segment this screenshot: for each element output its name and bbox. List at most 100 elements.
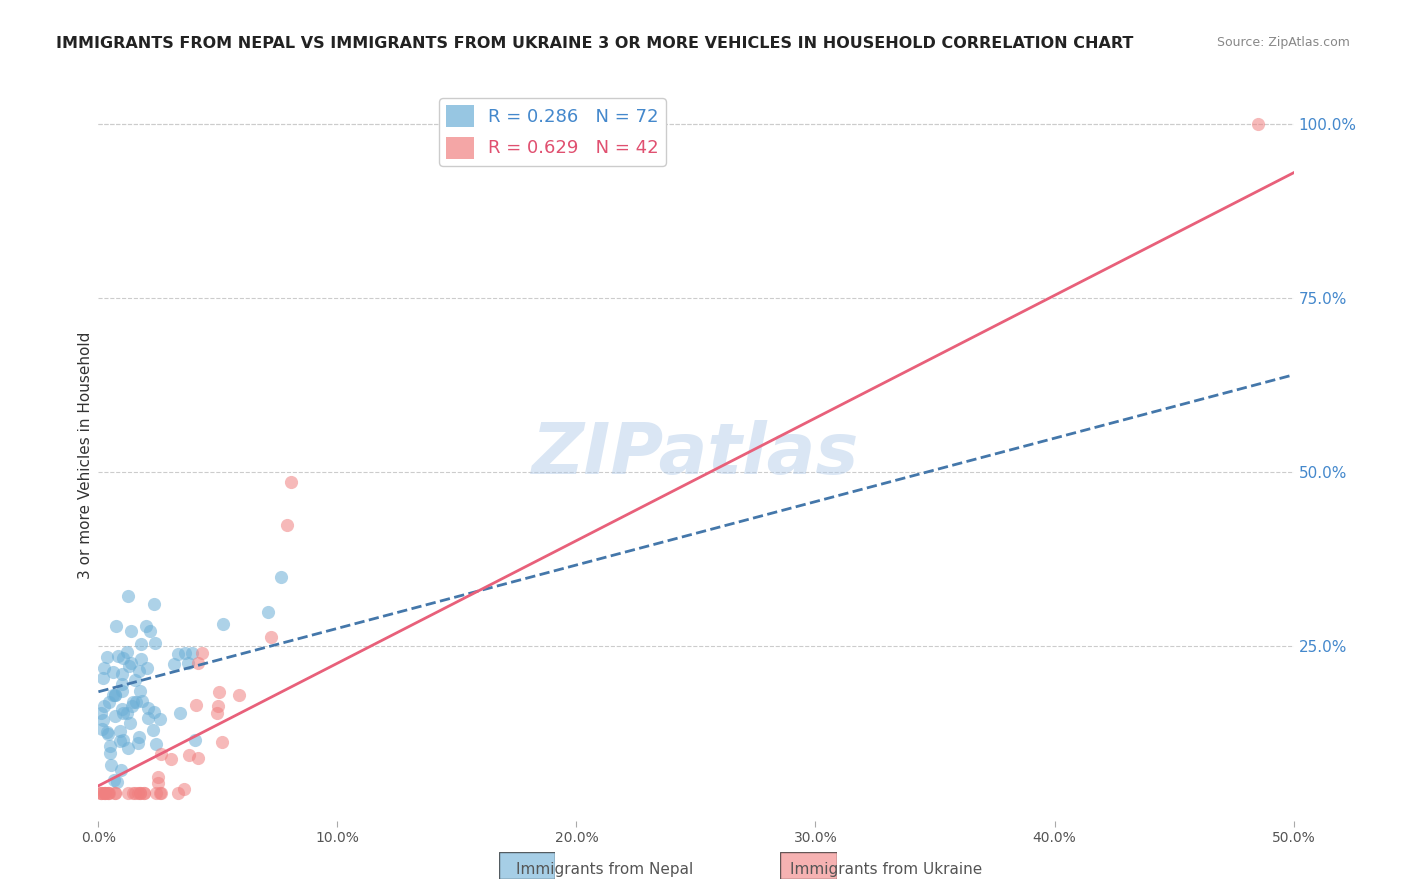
Point: [103, 709, 125, 723]
Point: [128, 730, 150, 744]
Point: [127, 736, 149, 750]
Point: [107, 649, 129, 664]
Point: [128, 664, 150, 678]
Point: [117, 741, 139, 756]
Point: [97, 727, 120, 741]
Point: [208, 685, 231, 699]
Point: [115, 645, 138, 659]
Point: [177, 656, 200, 670]
Point: [100, 739, 122, 753]
Point: [96, 725, 118, 739]
FancyBboxPatch shape: [780, 852, 837, 879]
Point: [100, 758, 122, 772]
Point: [122, 695, 145, 709]
Point: [90, 706, 112, 720]
Point: [120, 624, 142, 638]
Point: [145, 737, 167, 751]
Point: [111, 677, 134, 691]
Point: [207, 698, 229, 713]
Point: [98, 746, 121, 760]
Point: [98, 696, 121, 710]
Point: [93, 661, 115, 675]
Text: IMMIGRANTS FROM NEPAL VS IMMIGRANTS FROM UKRAINE 3 OR MORE VEHICLES IN HOUSEHOLD: IMMIGRANTS FROM NEPAL VS IMMIGRANTS FROM…: [56, 36, 1133, 51]
Point: [142, 597, 165, 611]
Text: Source: ZipAtlas.com: Source: ZipAtlas.com: [1216, 36, 1350, 49]
Point: [142, 723, 165, 737]
Point: [111, 651, 134, 665]
Point: [111, 666, 134, 681]
Point: [228, 688, 250, 702]
Text: Immigrants from Nepal: Immigrants from Nepal: [516, 863, 693, 877]
Point: [150, 786, 173, 800]
Point: [167, 647, 190, 661]
Point: [149, 786, 172, 800]
Point: [149, 712, 172, 726]
Point: [186, 698, 208, 713]
Point: [117, 589, 139, 603]
Point: [117, 786, 139, 800]
Point: [104, 688, 127, 702]
Point: [103, 786, 125, 800]
Legend: R = 0.286   N = 72, R = 0.629   N = 42: R = 0.286 N = 72, R = 0.629 N = 42: [439, 98, 666, 166]
Point: [143, 636, 166, 650]
Point: [129, 651, 152, 665]
Point: [145, 786, 167, 800]
Point: [91, 714, 114, 728]
Point: [129, 786, 152, 800]
Point: [111, 683, 134, 698]
Point: [104, 786, 127, 800]
Point: [134, 786, 156, 800]
Point: [163, 657, 186, 671]
Point: [205, 706, 228, 721]
Point: [211, 617, 233, 632]
Point: [90, 786, 112, 800]
Point: [260, 630, 283, 644]
Point: [180, 647, 202, 661]
Point: [118, 659, 141, 673]
Point: [270, 569, 292, 583]
Text: ZIPatlas: ZIPatlas: [533, 420, 859, 490]
Point: [98, 786, 121, 800]
Point: [146, 776, 169, 790]
Point: [104, 688, 127, 702]
Point: [187, 656, 209, 670]
Point: [101, 665, 124, 679]
Point: [132, 786, 155, 800]
Point: [110, 763, 132, 777]
Point: [121, 699, 143, 714]
Point: [105, 775, 128, 789]
Point: [1246, 117, 1268, 131]
Point: [93, 698, 115, 713]
Point: [136, 700, 159, 714]
Point: [142, 705, 165, 719]
Point: [91, 723, 114, 737]
Point: [121, 786, 143, 800]
Point: [94, 786, 117, 800]
Point: [108, 734, 131, 748]
Point: [103, 689, 125, 703]
Point: [124, 673, 146, 687]
Point: [90, 786, 112, 800]
Point: [131, 637, 153, 651]
Point: [120, 657, 142, 671]
Point: [276, 517, 298, 532]
Point: [135, 661, 157, 675]
Point: [173, 781, 195, 796]
Point: [187, 750, 209, 764]
Point: [96, 650, 118, 665]
Point: [169, 706, 191, 720]
Point: [115, 706, 138, 720]
Point: [112, 706, 135, 721]
Point: [111, 732, 134, 747]
Point: [90, 786, 112, 800]
Point: [127, 786, 149, 800]
Text: Immigrants from Ukraine: Immigrants from Ukraine: [790, 863, 981, 877]
Point: [280, 475, 302, 489]
Point: [148, 770, 170, 784]
Point: [128, 786, 150, 800]
Point: [93, 786, 115, 800]
Point: [111, 702, 134, 716]
Point: [211, 735, 233, 749]
Point: [179, 747, 201, 762]
Point: [103, 772, 125, 787]
